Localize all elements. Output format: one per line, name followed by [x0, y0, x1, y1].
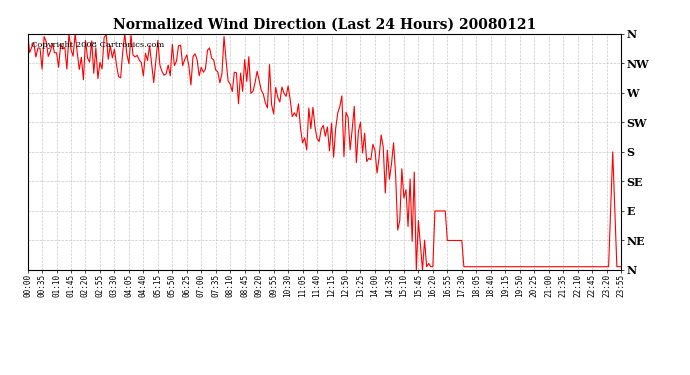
Text: Copyright 2008 Cartronics.com: Copyright 2008 Cartronics.com [30, 41, 164, 49]
Title: Normalized Wind Direction (Last 24 Hours) 20080121: Normalized Wind Direction (Last 24 Hours… [112, 17, 536, 31]
